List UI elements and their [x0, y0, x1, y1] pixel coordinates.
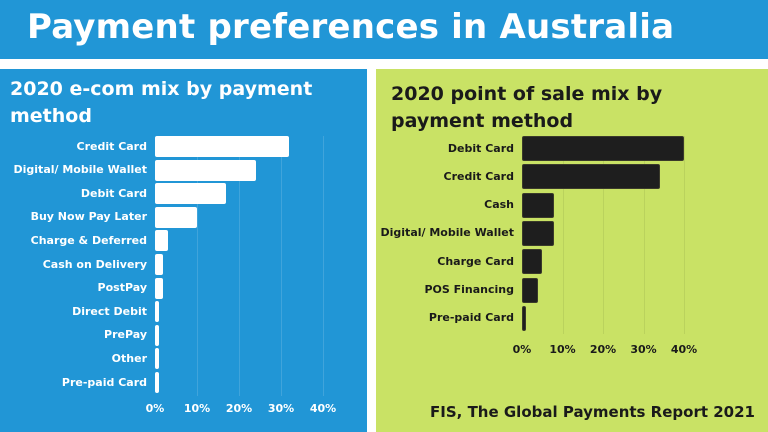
x-axis-tick: 30% [267, 401, 295, 415]
x-axis-tick: 0% [145, 401, 165, 415]
bar-label: Credit Card [443, 169, 515, 183]
grid-line [281, 136, 282, 396]
pos-chart-title: 2020 point of sale mix by payment method [391, 83, 663, 132]
source-citation: FIS, The Global Payments Report 2021 [430, 403, 755, 421]
bar-label: Cash [484, 198, 514, 212]
header-banner: Payment preferences in Australia [0, 0, 768, 59]
x-axis-tick: 20% [589, 343, 617, 357]
bar [155, 348, 160, 370]
bar-row: Cash [376, 193, 514, 218]
bar-row: Charge Card [376, 249, 514, 274]
bar [522, 192, 555, 218]
bar-row: Debit Card [0, 183, 147, 204]
bar-row: Pre-paid Card [376, 306, 514, 331]
ecom-bar-chart: Credit Card Digital/ Mobile Wallet Debit C… [0, 136, 345, 426]
bar-label: POS Financing [424, 283, 514, 296]
bar-row: PostPay [0, 278, 147, 299]
bar [155, 324, 160, 346]
bar-label: PrePay [104, 328, 147, 342]
bar-row: Buy Now Pay Later [0, 207, 147, 228]
bar-label: Credit Card [76, 139, 148, 153]
bar-row: PrePay [0, 325, 147, 346]
bar-row: Debit Card [376, 136, 514, 161]
bar-row: Credit Card [376, 164, 515, 189]
bar [155, 254, 164, 275]
bar-label: Pre-paid Card [61, 375, 147, 389]
x-axis-tick: 40% [670, 343, 698, 357]
bar [522, 220, 555, 246]
bar [155, 301, 160, 323]
grid-line [643, 136, 645, 335]
bar [155, 277, 164, 299]
bar-label: Charge & Deferred [30, 233, 147, 247]
bar-label: Charge Card [437, 254, 514, 268]
pos-bar-chart: Debit Card Credit Card Cash Digital/ Mobile… [376, 136, 706, 364]
x-axis-tick: 40% [309, 401, 337, 415]
grid-line [197, 136, 198, 396]
bar [155, 230, 168, 252]
ecom-chart-title: 2020 e-com mix by payment method [10, 78, 313, 127]
bar-label: Debit Card [447, 141, 514, 155]
grid-line [603, 136, 604, 335]
bar [155, 372, 160, 393]
bar [522, 305, 527, 331]
bar-label: Digital/ Mobile Wallet [13, 163, 147, 177]
x-axis-tick: 0% [512, 343, 532, 357]
x-axis-tick: 30% [630, 343, 657, 357]
pos-chart-panel: 2020 point of sale mix by payment method… [376, 69, 768, 432]
bar-row: Digital/ Mobile Wallet [0, 160, 147, 181]
bar-label: Cash on Delivery [42, 257, 147, 271]
bar [155, 206, 197, 228]
bar-label: Debit Card [80, 186, 147, 200]
bar-row: Cash on Delivery [0, 254, 147, 275]
bar-row: Digital/ Mobile Wallet [376, 221, 514, 246]
grid-line [562, 136, 564, 335]
bar-label: Digital/ Mobile Wallet [380, 226, 514, 240]
bar [155, 136, 290, 157]
bar-row: Direct Debit [0, 301, 147, 322]
bar-row: Credit Card [0, 136, 148, 157]
grid-line [684, 136, 685, 335]
x-axis-tick: 20% [225, 401, 253, 415]
bar-label: PostPay [97, 281, 147, 295]
x-axis-tick: 10% [549, 343, 576, 357]
grid-line [323, 136, 324, 396]
page-title: Payment preferences in Australia [27, 7, 675, 47]
bar-row: Pre-paid Card [0, 372, 147, 393]
bar-label: Other [111, 351, 147, 365]
x-axis-tick: 10% [183, 401, 211, 415]
ecom-chart-panel: 2020 e-com mix by payment method Credit … [0, 69, 367, 432]
bar [522, 164, 660, 190]
grid-line [239, 136, 240, 396]
bar-label: Direct Debit [72, 304, 147, 318]
bar-row: POS Financing [376, 278, 514, 303]
bar [522, 277, 539, 303]
bar-row: Other [0, 348, 147, 369]
bar [522, 136, 684, 161]
bar-label: Buy Now Pay Later [30, 210, 147, 224]
bar [155, 159, 256, 181]
bar-row: Charge & Deferred [0, 230, 147, 251]
bar [522, 249, 543, 275]
bar [155, 183, 227, 205]
bar-label: Pre-paid Card [428, 311, 514, 325]
